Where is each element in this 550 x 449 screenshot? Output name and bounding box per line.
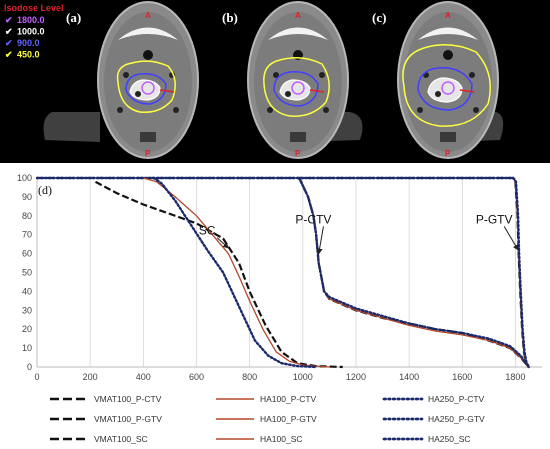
x-tick-label: 800 <box>242 372 257 382</box>
y-tick-label: 0 <box>27 362 32 372</box>
ct-panels <box>43 1 504 159</box>
anterior-marker-c: A <box>445 11 451 20</box>
y-tick-label: 100 <box>17 173 32 183</box>
y-tick-label: 50 <box>22 268 32 278</box>
x-tick-label: 600 <box>189 372 204 382</box>
isodose-lines <box>116 60 176 113</box>
x-tick-label: 200 <box>83 372 98 382</box>
annotation-arrow <box>316 226 324 255</box>
legend-label: HA100_SC <box>260 434 303 444</box>
anterior-marker-a: A <box>145 11 151 20</box>
ct-panel-label-a: (a) <box>66 10 81 25</box>
x-tick-label: 400 <box>136 372 151 382</box>
ct-panel-b <box>247 1 363 159</box>
isodose-check-icon: ✔ <box>5 27 13 37</box>
y-tick-label: 80 <box>22 211 32 221</box>
chart-panel-label: (d) <box>38 183 52 197</box>
y-tick-label: 40 <box>22 286 32 296</box>
isodose-check-icon: ✔ <box>5 15 13 25</box>
annotation-label: P-CTV <box>295 212 331 226</box>
annotation-label: SC <box>199 224 216 238</box>
series-line-vmat100-sc <box>94 180 343 369</box>
series-line-vmat100-p-ctv <box>297 177 530 368</box>
isodose-legend-title: Isodose Level <box>4 3 64 13</box>
x-tick-label: 1200 <box>346 372 366 382</box>
annotation-arrow <box>503 226 519 251</box>
legend-label: HA250_SC <box>428 434 471 444</box>
isodose-check-icon: ✔ <box>5 38 13 48</box>
y-tick-label: 60 <box>22 249 32 259</box>
posterior-marker-b: P <box>295 149 301 158</box>
chart-legend: VMAT100_P-CTV HA100_P-CTV HA250_P-CTV VMAT1… <box>50 394 485 444</box>
series-line-ha100-p-gtv <box>37 177 530 368</box>
y-tick-label: 20 <box>22 324 32 334</box>
ct-panel-a <box>43 1 199 159</box>
legend-label: VMAT100_SC <box>94 434 148 444</box>
y-tick-label: 90 <box>22 192 32 202</box>
dvh-chart: 0 200 400 600 800 1000 1200 1400 1600 1800 0 10 20 30… <box>17 173 542 382</box>
isodose-legend-items: ✔ 1800.0 ✔ 1000.0 ✔ 900.0 ✔ 450.0 <box>5 15 45 60</box>
chart-annotations: SC P-CTV P-GTV <box>199 212 519 255</box>
annotation-arrow <box>216 237 230 249</box>
y-tick-label: 30 <box>22 305 32 315</box>
isodose-lines <box>263 57 330 117</box>
x-tick-label: 0 <box>34 372 39 382</box>
series-line-ha250-p-ctv <box>297 176 530 369</box>
legend-label: VMAT100_P-GTV <box>94 414 162 424</box>
y-tick-label: 70 <box>22 230 32 240</box>
x-tick-label: 1000 <box>293 372 313 382</box>
posterior-marker-c: P <box>445 149 451 158</box>
series-line-ha100-p-ctv <box>298 177 530 368</box>
isodose-level-label: 1800.0 <box>17 15 45 25</box>
annotation-label: P-GTV <box>476 212 513 226</box>
isodose-legend: Isodose Level ✔ 1800.0 ✔ 1000.0 ✔ 900.0 ✔ 450.0 <box>4 3 64 60</box>
chart-series <box>35 176 531 369</box>
series-line-ha250-sc <box>152 176 318 369</box>
legend-label: HA100_P-GTV <box>260 414 317 424</box>
ct-panel-c <box>397 1 504 159</box>
legend-label: HA100_P-CTV <box>260 394 317 404</box>
legend-label: VMAT100_P-CTV <box>94 394 162 404</box>
isodose-lines <box>402 44 491 127</box>
legend-label: HA250_P-GTV <box>428 414 485 424</box>
legend-label: HA250_P-CTV <box>428 394 485 404</box>
series-line-vmat100-p-gtv <box>37 176 530 368</box>
isodose-level-label: 900.0 <box>17 38 40 48</box>
series-line-ha250-p-gtv <box>35 176 531 369</box>
y-tick-label: 10 <box>22 343 32 353</box>
series-line-ha100-sc <box>143 177 330 368</box>
chart-grid <box>36 178 516 367</box>
x-tick-label: 1400 <box>399 372 419 382</box>
anterior-marker-b: A <box>295 11 301 20</box>
isodose-level-label: 450.0 <box>17 50 40 60</box>
ct-panel-label-b: (b) <box>222 10 238 25</box>
ct-panel-label-c: (c) <box>372 10 386 25</box>
posterior-marker-a: P <box>145 149 151 158</box>
chart-axes: 0 200 400 600 800 1000 1200 1400 1600 1800 0 10 20 30… <box>17 173 542 382</box>
isodose-level-label: 1000.0 <box>17 27 45 37</box>
x-tick-label: 1800 <box>505 372 525 382</box>
x-tick-label: 1600 <box>452 372 472 382</box>
isodose-check-icon: ✔ <box>5 50 13 60</box>
